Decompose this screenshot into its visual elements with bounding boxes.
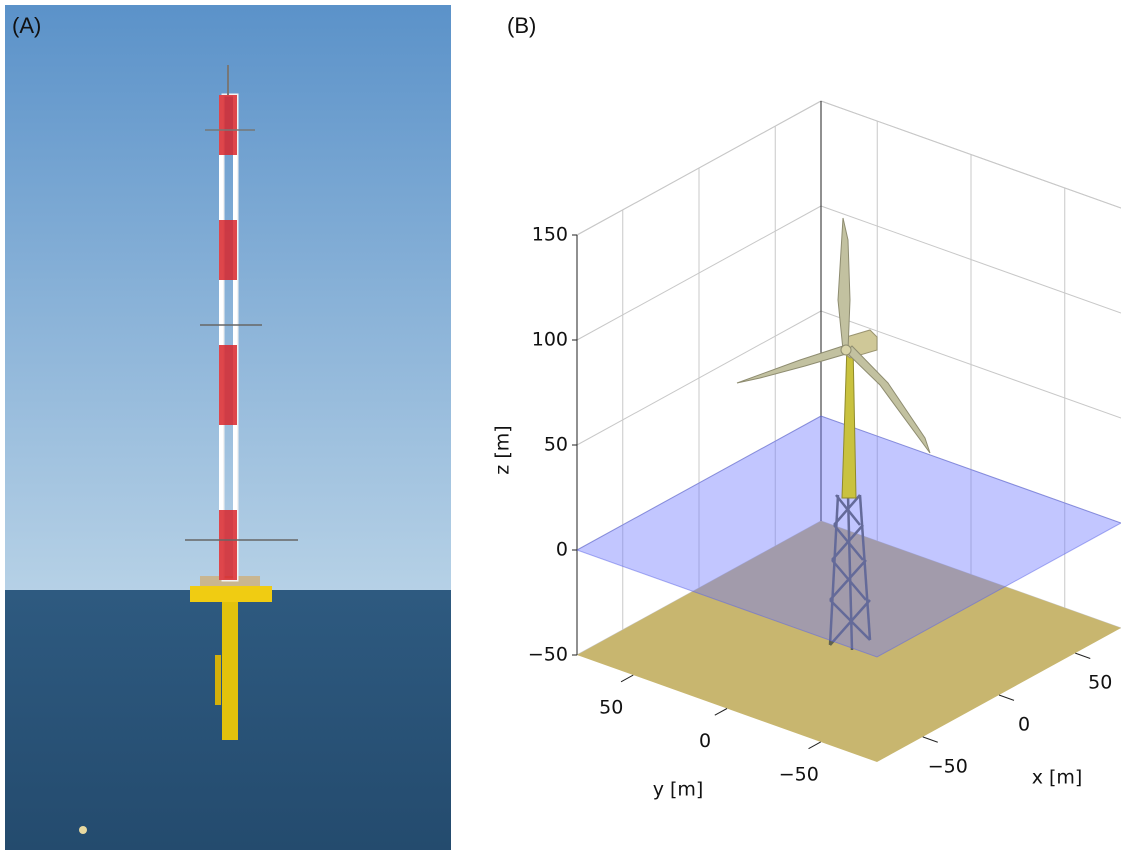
jacket-member <box>829 599 871 646</box>
jacket-member <box>835 494 861 526</box>
jacket <box>828 494 872 651</box>
y-axis-label: y [m] <box>653 779 704 801</box>
y-tick <box>808 741 821 750</box>
tower <box>841 344 857 499</box>
blade <box>845 345 931 454</box>
plot-3d <box>575 100 1121 762</box>
x-tick-label: 0 <box>1018 714 1030 736</box>
box-edge <box>576 100 822 236</box>
panel-label: (B) <box>507 13 536 38</box>
z-tick-label: 50 <box>544 434 568 456</box>
z-tick-label: 0 <box>556 539 568 561</box>
jacket-member <box>858 494 872 641</box>
x-tick <box>1075 652 1091 659</box>
y-tick-label: 50 <box>599 697 623 719</box>
blade <box>736 345 847 384</box>
y-tick <box>620 674 634 683</box>
x-tick <box>998 694 1015 701</box>
seabed <box>577 521 1121 762</box>
x-tick <box>922 736 938 743</box>
x-tick-label: −50 <box>928 755 968 777</box>
y-tick-label: 0 <box>699 730 711 752</box>
jacket-member <box>846 494 854 651</box>
axis-labels: −50 0 50 100 150 50 0 −50 −50 0 50 z [m] y [m] x [m] <box>492 224 1113 801</box>
water-surface <box>575 415 1121 658</box>
y-tick-label: −50 <box>779 763 819 785</box>
z-tick-label: 150 <box>532 224 568 246</box>
x-axis-label: x [m] <box>1032 767 1083 789</box>
jacket-member <box>829 599 871 641</box>
y-tick <box>714 708 728 716</box>
jacket-member <box>828 494 840 646</box>
photo <box>5 5 451 850</box>
jacket-member <box>833 524 864 561</box>
hub <box>840 344 852 356</box>
z-tick-label: 100 <box>532 329 568 351</box>
jacket-member <box>831 559 867 601</box>
z-tick-label: −50 <box>528 644 568 666</box>
panel-label: (A) <box>12 13 41 38</box>
blade <box>837 217 851 351</box>
z-axis-label: z [m] <box>492 425 514 474</box>
box-edge <box>820 100 1121 209</box>
x-tick-label: 50 <box>1088 672 1112 694</box>
